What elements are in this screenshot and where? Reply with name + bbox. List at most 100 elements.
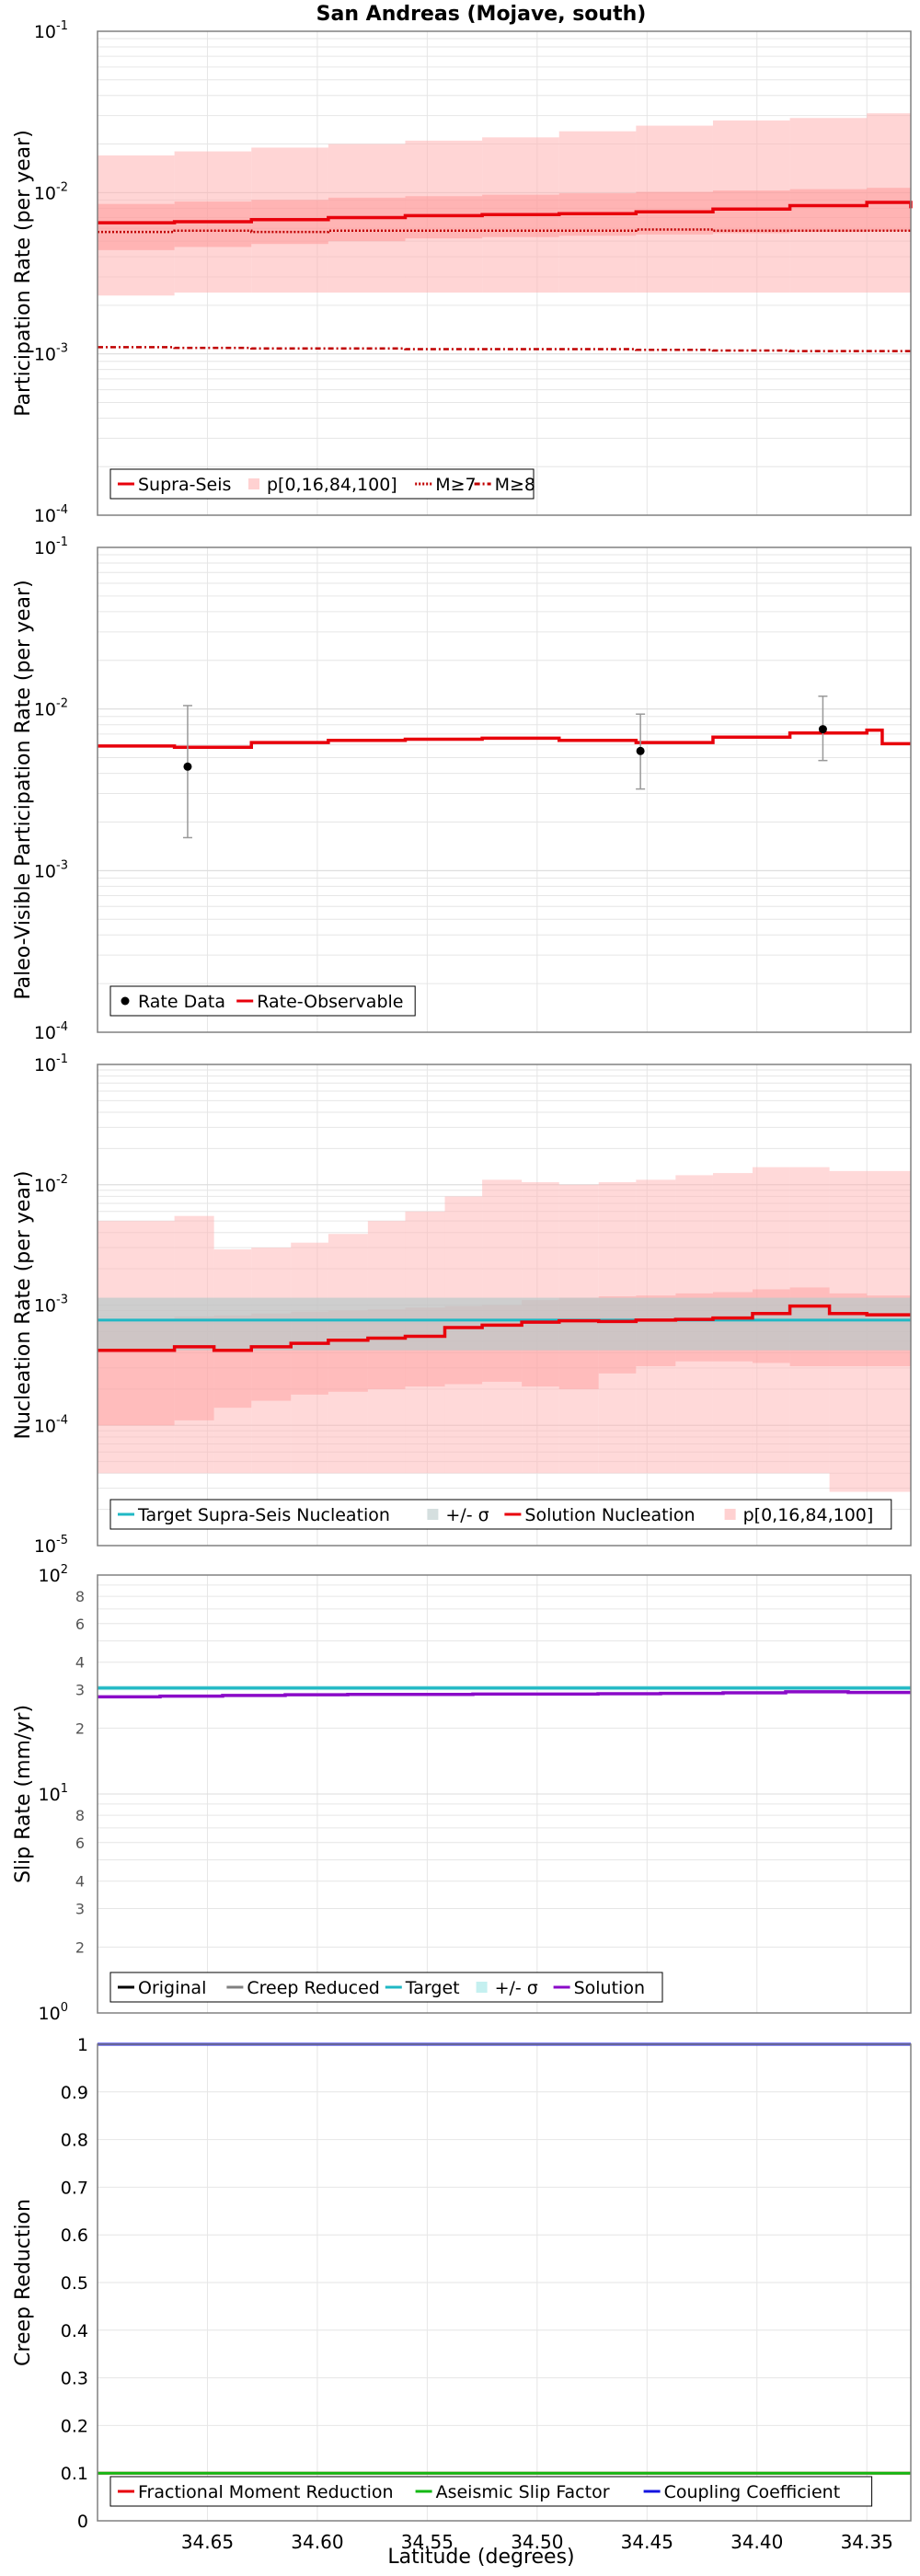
- legend-entry: Original: [118, 1978, 206, 1998]
- series-solution: [98, 1304, 911, 1352]
- legend-swatch: [476, 1982, 488, 1993]
- y-tick-label: 0.1: [61, 2464, 88, 2484]
- legend-label: Target: [405, 1978, 460, 1998]
- legend-entry: Rate Data: [121, 992, 225, 1012]
- legend-label: p[0,16,84,100]: [267, 475, 397, 495]
- y-tick-label: 10-4: [34, 503, 68, 526]
- band-inner: [98, 203, 175, 250]
- legend-label: +/- σ: [445, 1505, 489, 1525]
- y-tick-label: 10-1: [34, 1052, 68, 1075]
- legend-entry: Fractional Moment Reduction: [118, 2482, 394, 2502]
- legend-label: Rate Data: [138, 992, 225, 1012]
- legend-box: [109, 2476, 873, 2507]
- x-tick-label: 34.55: [401, 2531, 454, 2553]
- y-tick-label: 0.3: [61, 2369, 88, 2389]
- legend-entry: +/- σ: [476, 1978, 538, 1998]
- y-minor-tick-label: 3: [75, 1900, 85, 1917]
- series-m7: [98, 228, 913, 234]
- y-tick-label: 102: [39, 1563, 68, 1586]
- rate-data-point: [183, 762, 192, 771]
- legend-label: Coupling Coefficient: [664, 2482, 841, 2502]
- y-minor-tick-label: 8: [75, 1807, 85, 1824]
- series-solution: [98, 1690, 911, 1699]
- legend-entry: Creep Reduced: [226, 1978, 380, 1998]
- panel-creep-reduction: 0 0.1 0.2 0.3 0.4 0.5 0.6 0.7 0.8 0.9 1 Creep Reduc…: [12, 2035, 912, 2553]
- y-minor-tick-label: 2: [75, 1938, 85, 1956]
- legend-label: p[0,16,84,100]: [743, 1505, 874, 1525]
- y-minor-tick-label: 8: [75, 1588, 85, 1605]
- y-minor-tick-label: 3: [75, 1681, 85, 1698]
- y-minor-tick-label: 6: [75, 1616, 85, 1633]
- legend-box: [109, 985, 416, 1017]
- y-minor-tick-label: 6: [75, 1834, 85, 1852]
- legend-label: Creep Reduced: [247, 1978, 379, 1998]
- y-tick-label: 10-5: [34, 1534, 68, 1557]
- band-outer: [213, 1249, 252, 1474]
- legend-entry: Coupling Coefficient: [643, 2482, 841, 2502]
- legend-entry: Target: [385, 1978, 460, 1998]
- legend-entry: Aseismic Slip Factor: [415, 2482, 610, 2502]
- legend-label: Aseismic Slip Factor: [436, 2482, 610, 2502]
- figure-title: San Andreas (Mojave, south): [316, 3, 647, 26]
- band-outer: [558, 131, 637, 293]
- legend: Original Creep Reduced Target +/- σ Solution: [109, 1972, 663, 2003]
- legend-entry: +/- σ: [427, 1505, 489, 1525]
- legend-label: Original: [138, 1978, 206, 1998]
- panel-paleo: 10-4 10-3 10-2 10-1 Paleo-Visible Participat…: [12, 535, 912, 1043]
- x-axis-label: Latitude (degrees): [387, 2546, 574, 2569]
- y-minor-tick-label: 4: [75, 1873, 85, 1891]
- legend-marker: [121, 996, 130, 1006]
- band-outer: [98, 155, 175, 296]
- x-tick-label: 34.45: [621, 2531, 673, 2553]
- panel-participation: 10-4 10-3 10-2 10-1 Participation Rate (per …: [12, 19, 913, 526]
- legend-swatch: [248, 478, 259, 489]
- band-outer: [251, 1248, 292, 1474]
- y-axis-label: Participation Rate (per year): [12, 130, 35, 417]
- legend-box: [109, 468, 535, 500]
- band-inner: [328, 197, 406, 242]
- band-inner: [712, 190, 790, 234]
- y-tick-label: 10-1: [34, 535, 68, 558]
- y-tick-label: 10-3: [34, 1294, 68, 1317]
- y-tick-label: 0.9: [61, 2083, 88, 2103]
- legend-label: Target Supra-Seis Nucleation: [137, 1505, 390, 1525]
- band-outer: [328, 1234, 368, 1474]
- band-inner: [867, 188, 911, 231]
- y-tick-label: 10-2: [34, 180, 68, 203]
- y-tick-label: 0.5: [61, 2273, 88, 2294]
- x-tick-label: 34.60: [291, 2531, 343, 2553]
- y-tick-label: 1: [77, 2035, 88, 2055]
- y-minor-tick-label: 2: [75, 1719, 85, 1737]
- legend-entry: M≥8: [474, 475, 535, 495]
- y-tick-label: 10-1: [34, 19, 68, 42]
- rate-data-point: [818, 725, 827, 734]
- legend: Target Supra-Seis Nucleation +/- σ Solutio…: [109, 1499, 892, 1530]
- y-tick-label: 0: [77, 2512, 88, 2532]
- legend-entry: Solution Nucleation: [504, 1505, 696, 1525]
- band-outer: [636, 125, 713, 293]
- series-supra-seis: [98, 201, 913, 224]
- x-tick-label: 34.35: [841, 2531, 893, 2553]
- panel-nucleation: 10-5 10-4 10-3 10-2 10-1 Nucleation Rate (per…: [12, 1052, 912, 1557]
- legend-entry: Supra-Seis: [118, 475, 231, 495]
- y-tick-label: 10-4: [34, 1413, 68, 1436]
- band-outer: [291, 1242, 328, 1474]
- legend-label: M≥7: [435, 475, 476, 495]
- series-m8: [98, 346, 913, 352]
- rate-data-point: [636, 746, 645, 755]
- legend-swatch: [724, 1509, 736, 1520]
- y-tick-label: 0.8: [61, 2131, 88, 2151]
- plot-frame: [97, 2043, 912, 2522]
- legend-label: Solution Nucleation: [524, 1505, 695, 1525]
- y-tick-label: 10-2: [34, 1173, 68, 1196]
- x-tick-label: 34.65: [181, 2531, 234, 2553]
- legend-box: [109, 1499, 892, 1530]
- y-tick-label: 10-3: [34, 342, 68, 365]
- band-inner: [789, 189, 868, 233]
- y-tick-label: 0.4: [61, 2321, 88, 2341]
- legend-entry: Rate-Observable: [236, 992, 403, 1012]
- legend: Supra-Seis p[0,16,84,100] M≥7 M≥8: [109, 468, 535, 500]
- band-inner: [251, 200, 328, 245]
- y-tick-label: 10-2: [34, 697, 68, 720]
- legend-label: M≥8: [495, 475, 535, 495]
